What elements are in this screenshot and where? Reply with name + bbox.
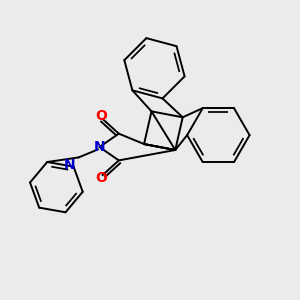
Text: O: O (95, 109, 107, 123)
Text: N: N (94, 140, 105, 154)
Text: N: N (63, 158, 75, 172)
Text: O: O (95, 171, 107, 185)
